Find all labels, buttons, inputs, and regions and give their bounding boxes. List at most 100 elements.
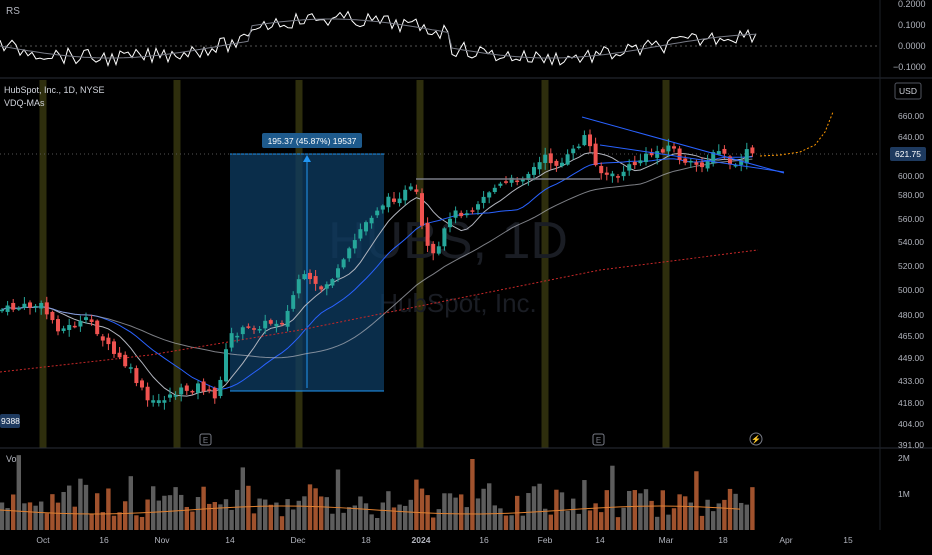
projection-curve[interactable] bbox=[759, 111, 834, 157]
volume-bar bbox=[151, 486, 156, 530]
candle-body bbox=[291, 295, 296, 309]
volume-bar bbox=[11, 494, 16, 530]
volume-bar bbox=[643, 489, 649, 530]
candle-body bbox=[750, 147, 755, 154]
candle-body bbox=[537, 162, 542, 170]
candle-body bbox=[700, 162, 704, 168]
volume-bar bbox=[279, 516, 285, 530]
rs-panel[interactable]: RS 0.2000 0.1000 0.0000 −0.1000 bbox=[0, 0, 926, 72]
volume-bar bbox=[246, 485, 251, 530]
candle-body bbox=[224, 349, 228, 382]
candle-body bbox=[336, 268, 340, 278]
volume-bar bbox=[156, 500, 161, 530]
candle-body bbox=[11, 302, 16, 310]
volume-bar bbox=[319, 496, 324, 530]
candle-body bbox=[308, 272, 312, 280]
volume-bar bbox=[509, 515, 514, 530]
volume-bar bbox=[582, 480, 587, 530]
candle-body bbox=[173, 395, 178, 397]
volume-bar bbox=[61, 491, 66, 530]
earnings-marker[interactable]: E bbox=[199, 433, 212, 446]
volume-bar bbox=[414, 479, 419, 530]
volume-bar bbox=[571, 498, 576, 530]
volume-bar bbox=[739, 502, 744, 530]
volume-bars bbox=[0, 455, 755, 530]
candle-body bbox=[610, 173, 615, 177]
dividend-marker[interactable]: ⚡ bbox=[749, 432, 763, 446]
volume-bar bbox=[352, 505, 357, 530]
candle-body bbox=[375, 210, 380, 216]
candle-body bbox=[352, 240, 357, 249]
volume-bar bbox=[671, 508, 677, 530]
watermark-name: HubSpot, Inc. bbox=[379, 288, 537, 318]
candle-body bbox=[565, 154, 570, 165]
currency-button[interactable] bbox=[894, 82, 922, 100]
rs-line bbox=[0, 10, 757, 67]
price-tick: 580.00 bbox=[898, 190, 924, 200]
volume-panel[interactable]: Vol 2M 1M bbox=[0, 453, 910, 530]
volume-bar bbox=[464, 507, 469, 530]
candle-body bbox=[128, 367, 133, 369]
candle-body bbox=[179, 387, 184, 395]
volume-bar bbox=[307, 484, 313, 530]
candle-body bbox=[212, 387, 217, 399]
candle-body bbox=[100, 336, 105, 341]
candle-body bbox=[677, 148, 682, 161]
price-panel[interactable]: HubSpot, Inc., 1D, NYSE VDQ-MAs HUBS, 1D… bbox=[0, 82, 926, 450]
time-axis[interactable]: Oct 16 Nov 14 Dec 18 2024 16 Feb 14 Mar … bbox=[36, 535, 853, 545]
volume-bar bbox=[117, 512, 122, 530]
trendline-support[interactable] bbox=[599, 144, 785, 173]
time-label: Apr bbox=[779, 535, 792, 545]
candle-body bbox=[638, 160, 643, 164]
candle-body bbox=[240, 327, 245, 335]
candle-body bbox=[280, 322, 284, 325]
volume-bar bbox=[380, 502, 385, 530]
candle-body bbox=[509, 177, 514, 183]
candle-body bbox=[660, 149, 665, 153]
measure-arrow-head bbox=[303, 155, 311, 162]
candle-body bbox=[442, 228, 447, 247]
price-scale[interactable]: 660.00 640.00 600.00 580.00 560.00 540.0… bbox=[898, 111, 924, 450]
candle-body bbox=[644, 153, 648, 163]
candle-body bbox=[616, 176, 620, 178]
price-tick: 404.00 bbox=[898, 419, 924, 429]
earnings-marker-box bbox=[592, 433, 605, 446]
candle-body bbox=[560, 162, 564, 167]
candle-body bbox=[235, 335, 240, 338]
volume-bar bbox=[705, 499, 710, 530]
volume-label: Vol bbox=[6, 454, 19, 464]
candle-body bbox=[392, 198, 396, 202]
volume-bar bbox=[593, 503, 598, 530]
volume-bar bbox=[727, 488, 733, 530]
earnings-marker[interactable]: E bbox=[592, 433, 605, 446]
volume-bar bbox=[683, 496, 688, 530]
price-tick: 600.00 bbox=[898, 171, 924, 181]
volume-bar bbox=[33, 505, 38, 530]
candle-body bbox=[0, 309, 4, 312]
candle-body bbox=[397, 198, 402, 204]
candle-body bbox=[649, 152, 654, 156]
candle-body bbox=[716, 151, 721, 155]
price-tick: 640.00 bbox=[898, 132, 924, 142]
volume-bar bbox=[403, 505, 408, 530]
volume-bar bbox=[285, 499, 290, 530]
volume-bar bbox=[212, 502, 217, 530]
volume-bar bbox=[111, 515, 117, 530]
volume-bar bbox=[22, 503, 27, 530]
volume-bar bbox=[391, 507, 397, 530]
volume-bar bbox=[492, 505, 497, 530]
candle-body bbox=[694, 162, 699, 165]
volume-bar bbox=[240, 467, 245, 530]
volume-bar bbox=[179, 494, 184, 530]
price-tick: 391.00 bbox=[898, 440, 924, 450]
time-label: Nov bbox=[154, 535, 170, 545]
trendline-resistance[interactable] bbox=[581, 116, 785, 174]
volume-bar bbox=[145, 499, 150, 530]
earnings-marker-box bbox=[199, 433, 212, 446]
candle-body bbox=[554, 160, 559, 166]
candle-body bbox=[481, 196, 486, 203]
volume-bar bbox=[750, 487, 755, 530]
candle-body bbox=[582, 135, 587, 146]
